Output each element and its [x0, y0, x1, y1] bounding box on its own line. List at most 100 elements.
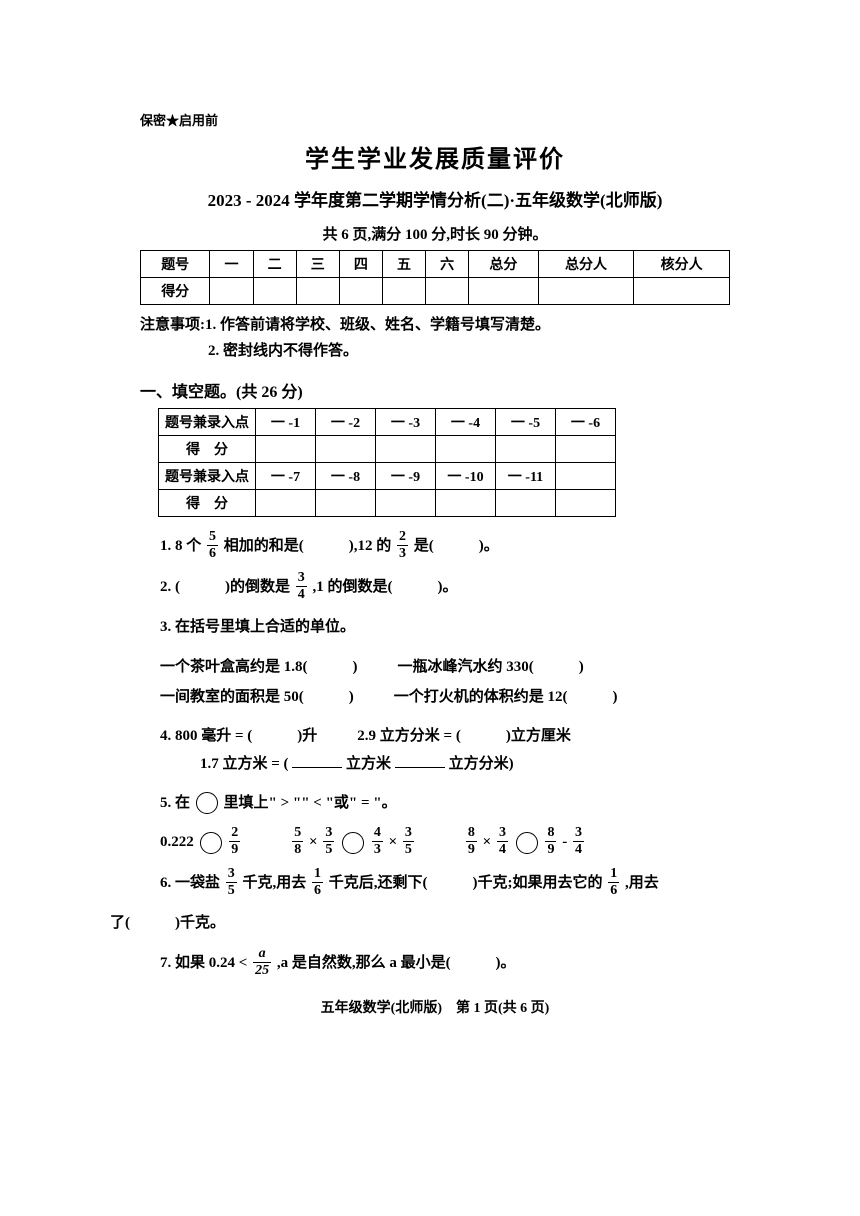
- row-label: 题号兼录入点: [159, 463, 256, 490]
- q3-c: 一间教室的面积是 50( ): [160, 682, 354, 712]
- cell: 一 -11: [496, 463, 556, 490]
- circle-icon: [516, 832, 538, 854]
- cell: 一 -3: [376, 409, 436, 436]
- page-footer: 五年级数学(北师版) 第 1 页(共 6 页): [140, 997, 730, 1017]
- cell: [316, 436, 376, 463]
- cell: [556, 436, 616, 463]
- q5-b: 里填上" > "" < "或" = "。: [224, 795, 397, 811]
- cell: 一 -5: [496, 409, 556, 436]
- q6-a: 6. 一袋盐: [160, 875, 220, 891]
- col-header: 核分人: [634, 251, 730, 278]
- cell: [436, 436, 496, 463]
- notes-block: 注意事项:1. 作答前请将学校、班级、姓名、学籍号填写清楚。 2. 密封线内不得…: [140, 313, 730, 364]
- q3-row: 一间教室的面积是 50( ) 一个打火机的体积约是 12( ): [160, 682, 730, 712]
- q1-text-c: 是( )。: [414, 538, 499, 554]
- q6-d: ,用去: [625, 875, 659, 891]
- fraction-5-6: 56: [207, 530, 218, 561]
- q4-b: 2.9 立方分米 = ( )立方厘米: [357, 722, 571, 751]
- section-1-title: 一、填空题。(共 26 分): [140, 378, 730, 402]
- cell: [556, 490, 616, 517]
- score-cell: [469, 278, 538, 305]
- score-cell: [339, 278, 382, 305]
- fraction-3-4: 34: [497, 826, 508, 857]
- col-header: 六: [426, 251, 469, 278]
- fraction-2-3: 23: [397, 530, 408, 561]
- score-header-row: 题号 一 二 三 四 五 六 总分 总分人 核分人: [141, 251, 730, 278]
- circle-icon: [200, 832, 222, 854]
- circle-icon: [196, 792, 218, 814]
- q3-a: 一个茶叶盒高约是 1.8( ): [160, 652, 358, 682]
- question-4: 4. 800 毫升 = ( )升 2.9 立方分米 = ( )立方厘米 1.7 …: [160, 722, 730, 779]
- section-1-subtable: 题号兼录入点 一 -1 一 -2 一 -3 一 -4 一 -5 一 -6 得 分…: [158, 408, 616, 517]
- question-5-expressions: 0.222 29 58 × 35 43 × 35 89 × 34 89 - 34: [160, 827, 730, 858]
- col-header: 四: [339, 251, 382, 278]
- fraction-3-5: 35: [226, 867, 237, 898]
- score-value-row: 得分: [141, 278, 730, 305]
- cell: 一 -10: [436, 463, 496, 490]
- exam-page: 保密★启用前 学生学业发展质量评价 2023 - 2024 学年度第二学期学情分…: [0, 0, 860, 1057]
- circle-icon: [342, 832, 364, 854]
- q4-a: 4. 800 毫升 = ( )升: [160, 722, 317, 751]
- expr-1a: 0.222: [160, 834, 194, 850]
- fraction-3-4: 34: [573, 826, 584, 857]
- note-line-1: 注意事项:1. 作答前请将学校、班级、姓名、学籍号填写清楚。: [140, 313, 730, 339]
- col-header: 总分人: [538, 251, 634, 278]
- cell: 一 -9: [376, 463, 436, 490]
- cell: 一 -6: [556, 409, 616, 436]
- score-cell: [253, 278, 296, 305]
- q3-row: 一个茶叶盒高约是 1.8( ) 一瓶冰峰汽水约 330( ): [160, 652, 730, 682]
- table-row: 题号兼录入点 一 -1 一 -2 一 -3 一 -4 一 -5 一 -6: [159, 409, 616, 436]
- expr-2: 58 × 35 43 × 35: [290, 827, 416, 858]
- question-3-title: 3. 在括号里填上合适的单位。: [160, 613, 730, 642]
- main-title: 学生学业发展质量评价: [140, 139, 730, 174]
- cell: 一 -8: [316, 463, 376, 490]
- cell: 一 -4: [436, 409, 496, 436]
- confidential-label: 保密★启用前: [140, 110, 730, 129]
- cell: [256, 436, 316, 463]
- q2-text-a: 2. ( )的倒数是: [160, 579, 290, 595]
- cell: [436, 490, 496, 517]
- q1-text-a: 1. 8 个: [160, 538, 201, 554]
- fraction-3-5: 35: [323, 826, 334, 857]
- cell: [496, 436, 556, 463]
- col-header: 一: [210, 251, 253, 278]
- cell: [256, 490, 316, 517]
- score-cell: [538, 278, 634, 305]
- col-header: 二: [253, 251, 296, 278]
- q7-b: ,a 是自然数,那么 a 最小是( )。: [277, 954, 516, 970]
- q3-b: 一瓶冰峰汽水约 330( ): [398, 652, 584, 682]
- fraction-4-3: 43: [372, 826, 383, 857]
- score-cell: [210, 278, 253, 305]
- cell: [376, 436, 436, 463]
- question-1: 1. 8 个 56 相加的和是( ),12 的 23 是( )。: [160, 531, 730, 562]
- q4c-mid1: 立方米: [346, 756, 391, 772]
- note-line-2: 2. 密封线内不得作答。: [208, 339, 730, 365]
- q2-text-b: ,1 的倒数是( )。: [313, 579, 458, 595]
- row-label: 得 分: [159, 436, 256, 463]
- cell: [496, 490, 556, 517]
- col-header: 总分: [469, 251, 538, 278]
- question-6-cont: 了( )千克。: [110, 909, 730, 938]
- table-row: 得 分: [159, 436, 616, 463]
- score-cell: [426, 278, 469, 305]
- fraction-1-6: 16: [608, 867, 619, 898]
- score-cell: [296, 278, 339, 305]
- col-header: 三: [296, 251, 339, 278]
- exam-info: 共 6 页,满分 100 分,时长 90 分钟。: [140, 223, 730, 244]
- table-row: 题号兼录入点 一 -7 一 -8 一 -9 一 -10 一 -11: [159, 463, 616, 490]
- q4-row1: 4. 800 毫升 = ( )升 2.9 立方分米 = ( )立方厘米: [160, 722, 730, 751]
- col-header: 五: [382, 251, 425, 278]
- question-7: 7. 如果 0.24 < a25 ,a 是自然数,那么 a 最小是( )。: [160, 948, 730, 979]
- question-2: 2. ( )的倒数是 34 ,1 的倒数是( )。: [160, 572, 730, 603]
- row-label: 得 分: [159, 490, 256, 517]
- cell: 一 -2: [316, 409, 376, 436]
- cell: 一 -1: [256, 409, 316, 436]
- fraction-3-4: 34: [296, 571, 307, 602]
- q1-text-b: 相加的和是( ),12 的: [224, 538, 392, 554]
- cell: [376, 490, 436, 517]
- fraction-1-6: 16: [312, 867, 323, 898]
- question-6: 6. 一袋盐 35 千克,用去 16 千克后,还剩下( )千克;如果用去它的 1…: [160, 868, 730, 899]
- col-header: 题号: [141, 251, 210, 278]
- fraction-8-9: 89: [545, 826, 556, 857]
- table-row: 得 分: [159, 490, 616, 517]
